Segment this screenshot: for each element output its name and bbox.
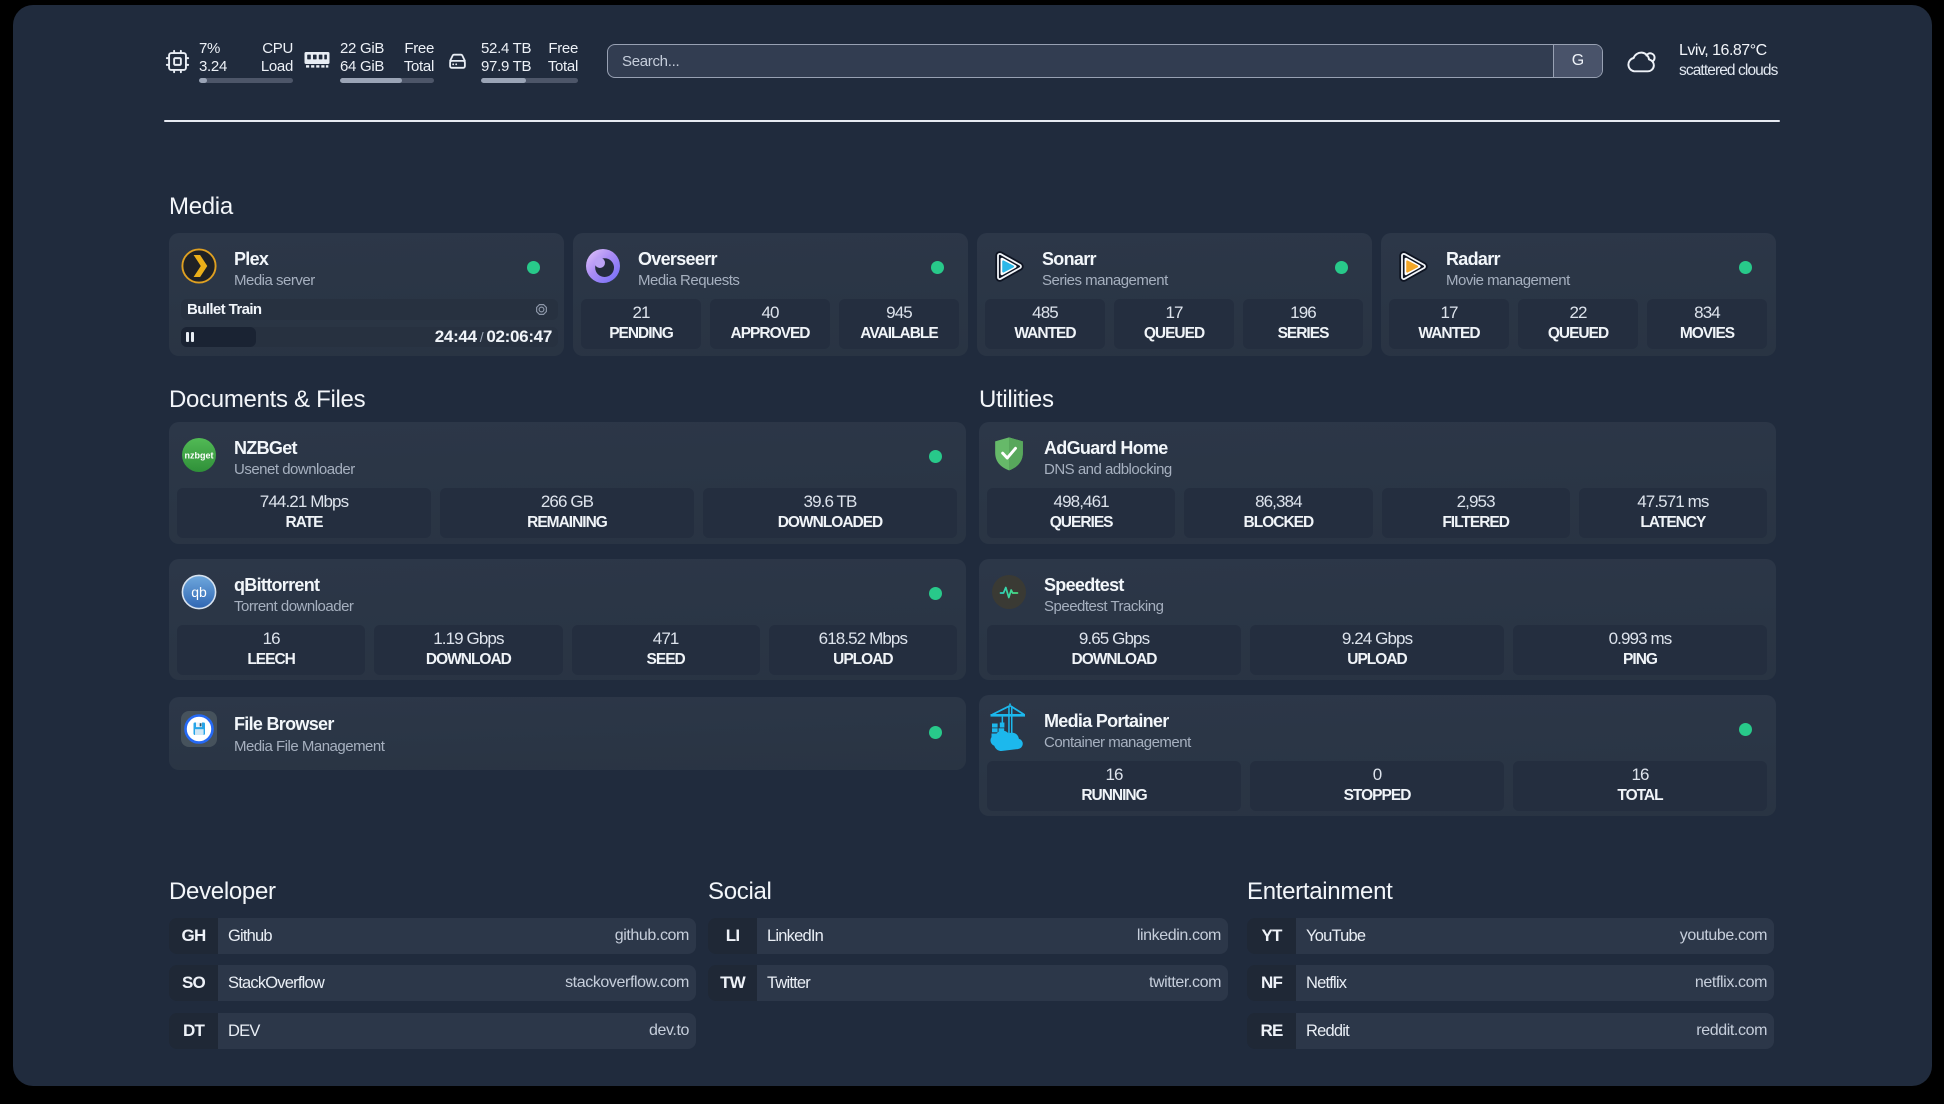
svg-text:nzbget: nzbget <box>185 451 214 461</box>
svg-text:qb: qb <box>191 584 207 600</box>
